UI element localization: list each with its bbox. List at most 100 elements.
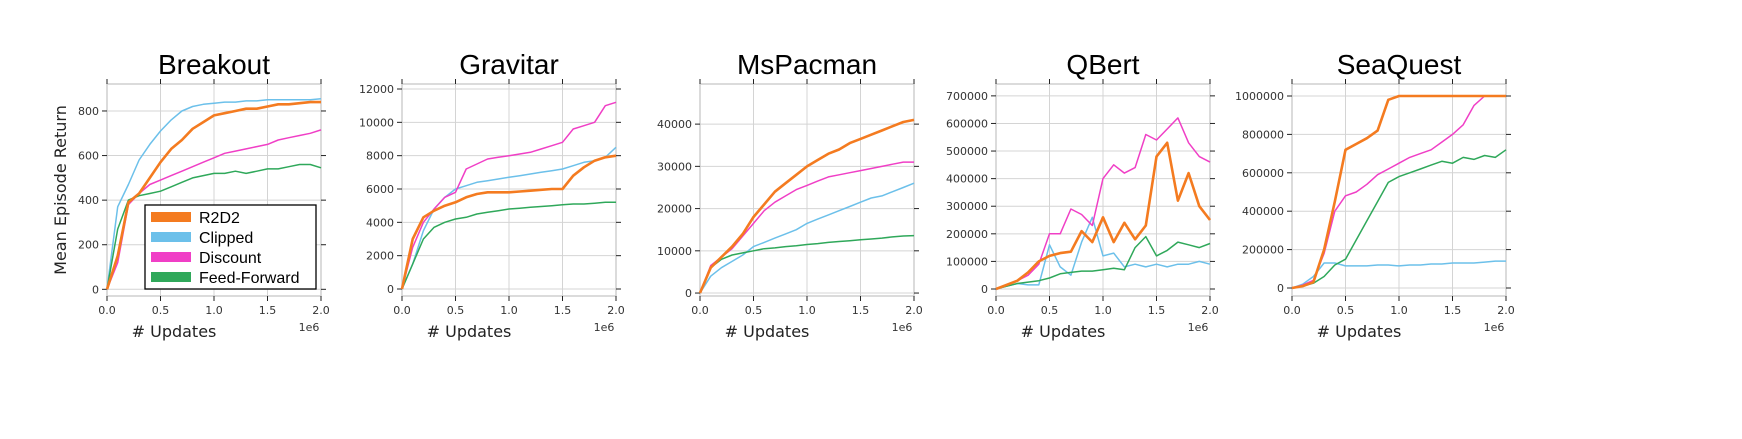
x-axis-label: # Updates: [1021, 322, 1106, 341]
x-axis-label: # Updates: [1317, 322, 1402, 341]
x-tick-label: 0.0: [987, 304, 1005, 317]
series-line-r2d2: [1291, 94, 1506, 290]
y-tick-label: 2000: [366, 250, 394, 263]
legend-swatch-clipped: [151, 232, 191, 242]
y-tick-label: 12000: [359, 83, 394, 96]
series-line-clipped: [995, 216, 1211, 290]
series-line-discount: [401, 101, 617, 290]
series-line-discount: [699, 161, 914, 294]
legend-label: R2D2: [199, 210, 240, 227]
series-line-r2d2: [698, 118, 915, 294]
y-tick-label: 400000: [1242, 205, 1284, 218]
series-line-feed-forward: [401, 201, 616, 290]
x-tick-label: 2.0: [1497, 304, 1515, 317]
x-tick-label: 0.5: [1337, 304, 1355, 317]
x-axis-label: # Updates: [132, 322, 217, 341]
x-tick-label: 2.0: [905, 304, 923, 317]
series-line-clipped: [699, 182, 915, 294]
y-tick-label: 600000: [946, 117, 988, 130]
series-line-feed-forward: [106, 163, 322, 290]
y-tick-label: 800: [78, 105, 99, 118]
series-line-feed-forward: [699, 234, 915, 294]
subplot-mspacman: 0.0 0.5 1.0 1.5 2.0 0 10000 20000 30000 40000 MsPa…: [657, 49, 923, 341]
y-tick-label: 6000: [366, 183, 394, 196]
x-tick-label: 2.0: [1201, 304, 1219, 317]
x-tick-label: 0.0: [1283, 304, 1301, 317]
legend-label: Feed-Forward: [199, 270, 299, 287]
x-axis-label: # Updates: [725, 322, 810, 341]
y-tick-label: 200: [78, 239, 99, 252]
legend-swatch-r2d2: [151, 212, 191, 222]
series-line-clipped: [106, 97, 322, 290]
y-tick-label: 0: [685, 287, 692, 300]
series-line-clipped: [1291, 260, 1506, 289]
y-tick-label: 40000: [657, 118, 692, 131]
x-tick-label: 2.0: [607, 304, 625, 317]
y-tick-label: 600: [78, 150, 99, 163]
y-tick-label: 10000: [657, 245, 692, 258]
x-tick-label: 1.5: [554, 304, 572, 317]
x-tick-label: 1.5: [1148, 304, 1166, 317]
x-tick-label: 1.0: [500, 304, 518, 317]
series-line-feed-forward: [1291, 149, 1507, 289]
y-tick-label: 400: [78, 194, 99, 207]
x-tick-label: 1.0: [1390, 304, 1408, 317]
x-offset-text: 1e6: [594, 321, 615, 334]
legend-swatch-feed-forward: [151, 272, 191, 282]
y-tick-label: 0: [387, 283, 394, 296]
x-tick-label: 0.0: [393, 304, 411, 317]
series-line-r2d2: [995, 141, 1212, 291]
y-tick-label: 400000: [946, 173, 988, 186]
subplot-seaquest: 0.0 0.5 1.0 1.5 2.0 0 200000 400000 600000 800000…: [1235, 49, 1515, 341]
x-tick-label: 0.5: [447, 304, 465, 317]
subplot-breakout: 0.0 0.5 1.0 1.5 2.0 0 200 400 600 800 Breakout # Up…: [51, 49, 330, 341]
x-tick-label: 2.0: [312, 304, 330, 317]
y-tick-label: 700000: [946, 90, 988, 103]
y-tick-label: 200000: [946, 228, 988, 241]
y-tick-label: 600000: [1242, 167, 1284, 180]
y-tick-label: 20000: [657, 203, 692, 216]
y-tick-label: 500000: [946, 145, 988, 158]
subplot-title: QBert: [1066, 49, 1139, 80]
subplot-gravitar: 0.0 0.5 1.0 1.5 2.0 0 2000 4000 6000 8000 10000 120…: [359, 49, 625, 341]
x-tick-label: 1.5: [852, 304, 870, 317]
y-tick-label: 200000: [1242, 244, 1284, 257]
x-tick-label: 1.5: [1444, 304, 1462, 317]
y-tick-label: 0: [981, 283, 988, 296]
y-tick-label: 30000: [657, 160, 692, 173]
y-tick-label: 100000: [946, 255, 988, 268]
subplot-title: SeaQuest: [1337, 49, 1462, 80]
x-offset-text: 1e6: [299, 321, 320, 334]
x-tick-label: 0.5: [745, 304, 763, 317]
x-tick-label: 1.0: [798, 304, 816, 317]
series-line-r2d2: [400, 154, 617, 290]
x-tick-label: 1.0: [205, 304, 223, 317]
x-tick-label: 0.5: [152, 304, 170, 317]
x-offset-text: 1e6: [892, 321, 913, 334]
y-tick-label: 300000: [946, 200, 988, 213]
subplot-title: MsPacman: [737, 49, 877, 80]
series-line-feed-forward: [995, 235, 1211, 290]
subplot-qbert: 0.0 0.5 1.0 1.5 2.0 0 100000 200000 300000 400000…: [946, 49, 1219, 341]
x-tick-label: 1.5: [259, 304, 277, 317]
x-tick-label: 0.0: [98, 304, 116, 317]
y-tick-label: 4000: [366, 216, 394, 229]
legend-swatch-discount: [151, 252, 191, 262]
x-tick-label: 0.0: [691, 304, 709, 317]
x-tick-label: 1.0: [1094, 304, 1112, 317]
y-tick-label: 0: [1277, 282, 1284, 295]
legend: R2D2 Clipped Discount Feed-Forward: [144, 204, 317, 290]
x-axis-label: # Updates: [427, 322, 512, 341]
x-tick-label: 0.5: [1041, 304, 1059, 317]
series-line-discount: [995, 117, 1211, 290]
series-line-r2d2: [105, 100, 321, 290]
legend-label: Clipped: [199, 230, 253, 247]
y-tick-label: 800000: [1242, 128, 1284, 141]
legend-label: Discount: [199, 250, 262, 267]
y-axis-label: Mean Episode Return: [51, 105, 70, 275]
subplot-title: Breakout: [158, 49, 270, 80]
y-tick-label: 1000000: [1235, 90, 1284, 103]
subplot-title: Gravitar: [459, 49, 559, 80]
y-tick-label: 8000: [366, 150, 394, 163]
